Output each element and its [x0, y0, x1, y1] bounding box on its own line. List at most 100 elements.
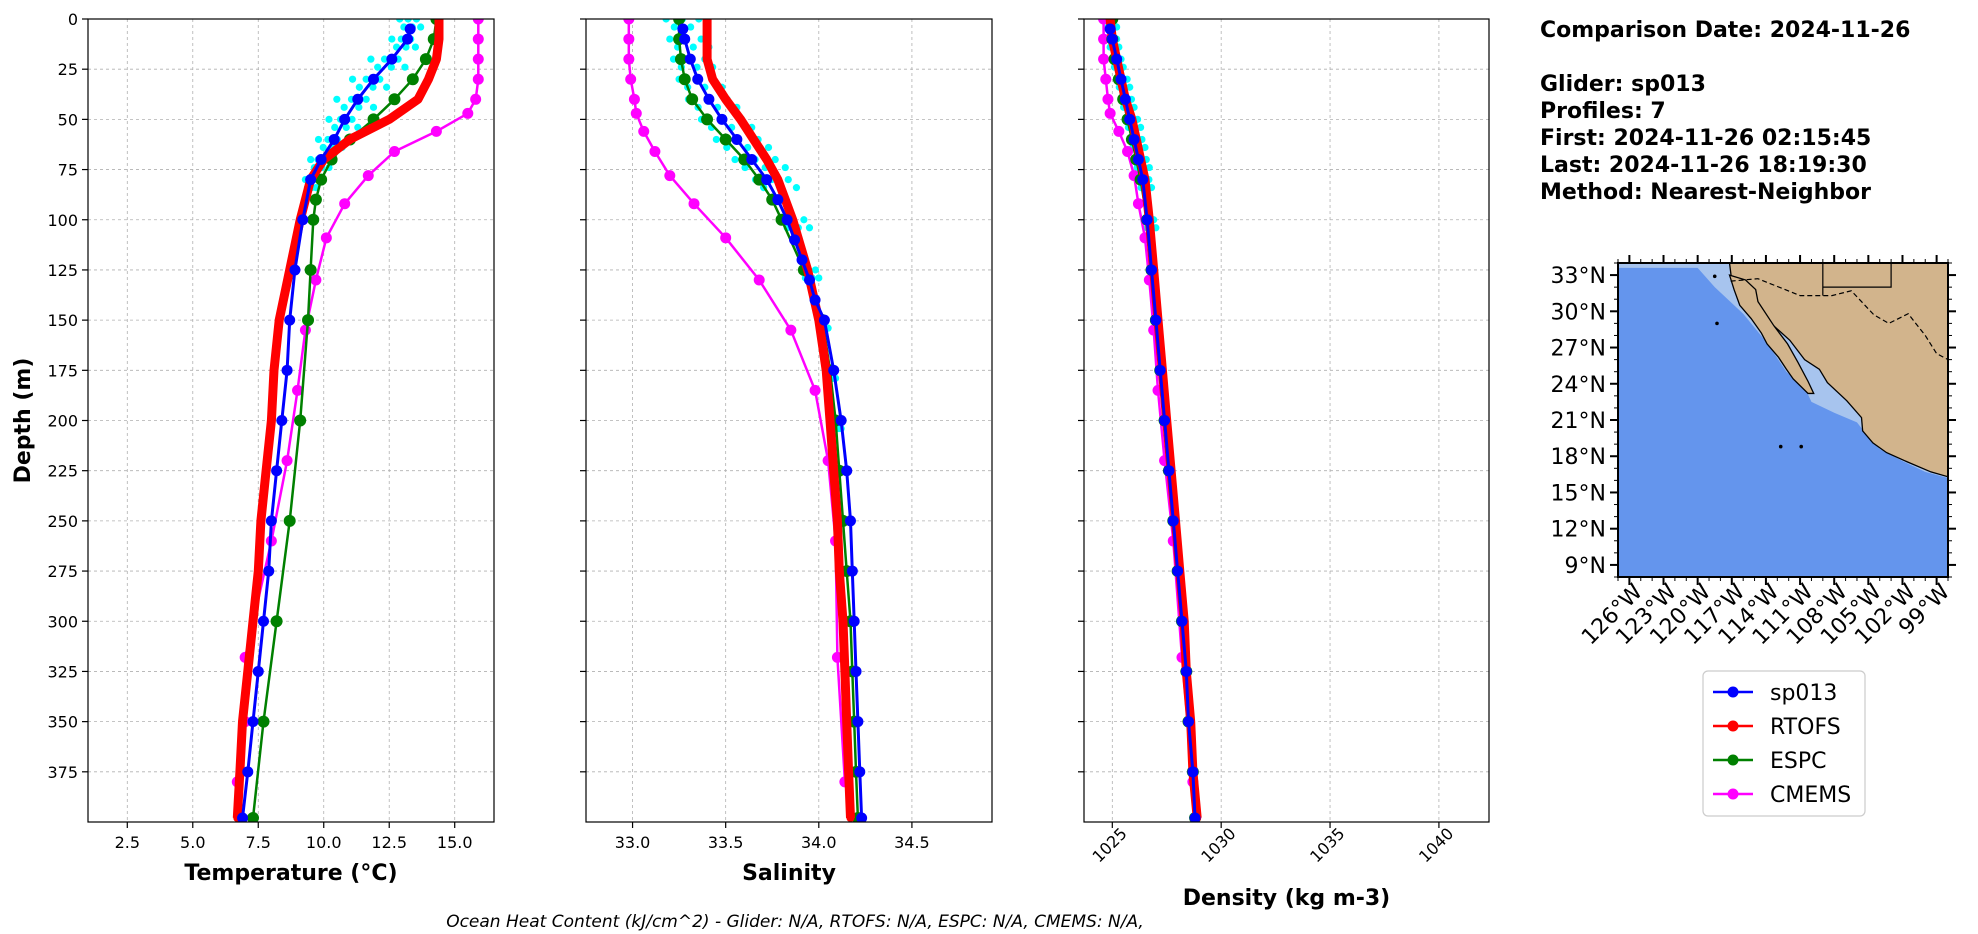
series-point-sp013: [1137, 174, 1149, 186]
series-point-cmems: [1122, 145, 1134, 157]
series-point-espc: [307, 213, 320, 226]
glider-profile-point: [411, 43, 420, 51]
series-point-sp013: [404, 23, 416, 35]
x-tick-label: 1030: [1197, 824, 1239, 866]
glider-profile-point: [712, 135, 720, 144]
series-point-rtofs: [235, 767, 244, 776]
series-point-sp013: [368, 73, 380, 85]
glider-profile-point: [781, 163, 789, 172]
series-point-rtofs: [238, 717, 247, 726]
x-tick-label: 12.5: [371, 833, 407, 852]
glider-profile-point: [348, 115, 356, 123]
series-point-sp013: [852, 716, 864, 728]
glider-profile-point: [383, 83, 391, 91]
legend-label-sp013: sp013: [1770, 681, 1837, 706]
glider-profile-point: [367, 55, 375, 63]
series-point-sp013: [716, 113, 728, 125]
series-point-sp013: [803, 274, 815, 286]
x-tick-label: 10.0: [306, 833, 342, 852]
series-point-sp013: [386, 53, 398, 65]
series-point-sp013: [1176, 615, 1188, 627]
series-point-sp013: [289, 264, 301, 276]
series-point-cmems: [638, 125, 650, 137]
series-point-cmems: [299, 324, 311, 336]
map-body: [1618, 263, 1948, 577]
glider-profile-point: [362, 75, 370, 83]
legend-marker-sp013: [1727, 686, 1739, 698]
glider-profile-point: [811, 266, 820, 274]
series-point-sp013: [252, 665, 264, 677]
glider-profile-point: [388, 35, 396, 43]
y-tick-label: 250: [47, 512, 78, 531]
baja-peninsula: [1728, 274, 1815, 395]
series-point-sp013: [297, 214, 309, 226]
series-point-rtofs: [424, 75, 433, 84]
x-tick-label: 5.0: [180, 833, 205, 852]
series-point-sp013: [1183, 716, 1195, 728]
series-point-cmems: [623, 19, 635, 25]
x-tick-label: 7.5: [246, 833, 271, 852]
island: [1712, 274, 1717, 279]
glider-profile-point: [325, 115, 333, 123]
series-point-sp013: [835, 415, 847, 426]
series-point-sp013: [271, 465, 283, 477]
series-point-espc: [270, 615, 283, 628]
series-point-cmems: [292, 384, 304, 396]
series-point-sp013: [761, 174, 773, 186]
glider-profile-point: [792, 184, 801, 192]
info-line: Last: 2024-11-26 18:19:30: [1540, 153, 1867, 178]
series-point-sp013: [1132, 154, 1144, 166]
series-point-rtofs: [703, 35, 712, 44]
series-point-rtofs: [844, 767, 853, 776]
series-point-sp013: [242, 766, 254, 778]
series-point-sp013: [1141, 214, 1153, 226]
series-point-cmems: [1113, 125, 1125, 137]
series-point-sp013: [284, 314, 296, 326]
y-tick-label: 0: [68, 10, 78, 29]
series-point-cmems: [623, 53, 635, 65]
series-point-rtofs: [773, 175, 782, 184]
series-point-cmems: [472, 19, 484, 25]
series-point-sp013: [402, 33, 414, 45]
density-panel: 1025 1030 1035 1040 Density (kg m-3): [1078, 18, 1490, 911]
series-point-sp013: [692, 73, 704, 85]
x-tick-label: 1035: [1306, 824, 1348, 866]
series-point-sp013: [796, 254, 808, 266]
series-point-sp013: [844, 515, 856, 527]
series-point-sp013: [1167, 515, 1179, 527]
y-tick-label: 50: [58, 110, 78, 129]
series-point-espc: [406, 73, 419, 86]
series-point-cmems: [623, 33, 635, 45]
info-line: Glider: sp013: [1540, 72, 1706, 97]
glider-profile-point: [1137, 123, 1145, 132]
series-point-cmems: [785, 324, 797, 336]
series-point-cmems: [1132, 198, 1144, 210]
x-tick-label: 1025: [1088, 824, 1130, 866]
glider-profile-point: [362, 95, 370, 103]
series-point-sp013: [1187, 766, 1199, 778]
series-point-espc: [686, 93, 699, 106]
series-point-sp013: [1104, 23, 1116, 35]
series-point-sp013: [1163, 465, 1175, 477]
glider-profile-point: [689, 43, 697, 51]
series-point-cmems: [628, 93, 640, 105]
series-point-espc: [315, 173, 328, 186]
series-point-sp013: [850, 665, 862, 677]
info-line: First: 2024-11-26 02:15:45: [1540, 126, 1871, 151]
y-tick-label: 275: [47, 562, 78, 581]
series-point-espc: [674, 53, 687, 66]
lat-label: 12°N: [1551, 518, 1606, 543]
series-point-cmems: [1102, 93, 1114, 105]
series-point-sp013: [679, 33, 691, 45]
lat-label: 9°N: [1565, 554, 1606, 579]
lat-label: 21°N: [1551, 409, 1606, 434]
x-axis-label: Salinity: [742, 861, 836, 886]
legend-label-cmems: CMEMS: [1770, 783, 1851, 808]
glider-profile-point: [342, 123, 350, 132]
series-point-sp013: [1128, 133, 1140, 145]
series-point-rtofs: [708, 75, 717, 84]
legend-marker-rtofs: [1727, 720, 1739, 732]
x-axis-label: Density (kg m-3): [1183, 886, 1391, 911]
series-point-cmems: [430, 125, 442, 137]
